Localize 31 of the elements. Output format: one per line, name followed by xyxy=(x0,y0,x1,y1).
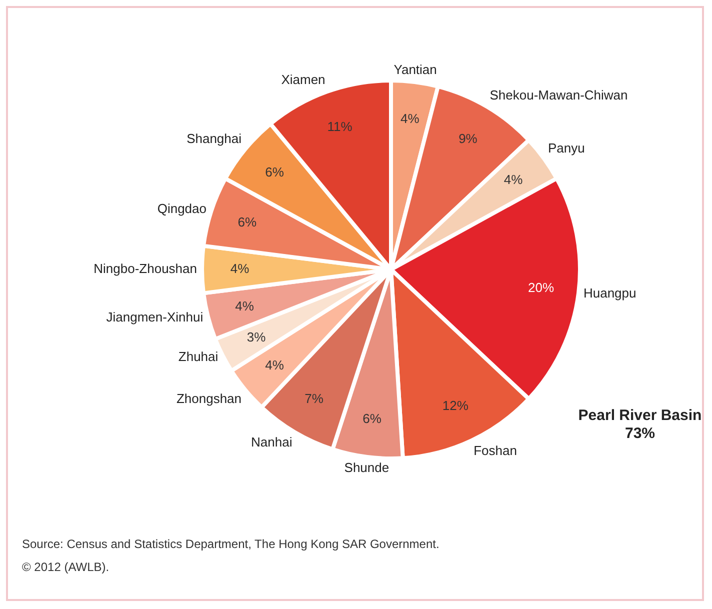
data-label: 7% xyxy=(304,391,324,406)
data-label: 4% xyxy=(504,172,524,188)
slice-label: Panyu xyxy=(548,140,585,156)
data-label: 4% xyxy=(265,357,284,372)
data-label: 6% xyxy=(238,214,258,230)
slice-label: Shanghai xyxy=(186,130,242,146)
data-label: 11% xyxy=(327,118,353,134)
data-label: 4% xyxy=(230,261,250,276)
slice-label: Qingdao xyxy=(157,201,206,216)
slice-label: Zhuhai xyxy=(178,349,218,364)
slice-label: Shunde xyxy=(344,460,390,476)
slice-label: Jiangmen-Xinhui xyxy=(106,309,204,324)
text: Pearl River Basin 73% xyxy=(578,407,702,442)
slice-label: Ningbo-Zhoushan xyxy=(94,261,197,276)
slice-label: Xiamen xyxy=(281,72,326,88)
slice-label: Foshan xyxy=(474,443,517,458)
slice-label: Huangpu xyxy=(583,285,636,300)
data-label: 9% xyxy=(458,130,478,146)
slice-label: Zhongshan xyxy=(176,391,242,406)
data-label: 4% xyxy=(235,298,254,314)
text: © 2012 (AWLB). xyxy=(22,560,110,574)
data-label: 3% xyxy=(246,330,266,345)
data-label: 4% xyxy=(400,111,420,126)
data-label: 6% xyxy=(362,411,382,426)
slice-label: Yantian xyxy=(394,62,437,78)
data-label: 6% xyxy=(265,164,284,180)
slice-label: Nanhai xyxy=(251,434,292,450)
data-label: 20% xyxy=(528,280,554,296)
slice-label: Shekou-Mawan-Chiwan xyxy=(490,88,628,103)
source-note: Source: Census and Statistics Department, The Hong Kong SAR Government. xyxy=(22,537,440,551)
data-label: 12% xyxy=(442,398,469,413)
